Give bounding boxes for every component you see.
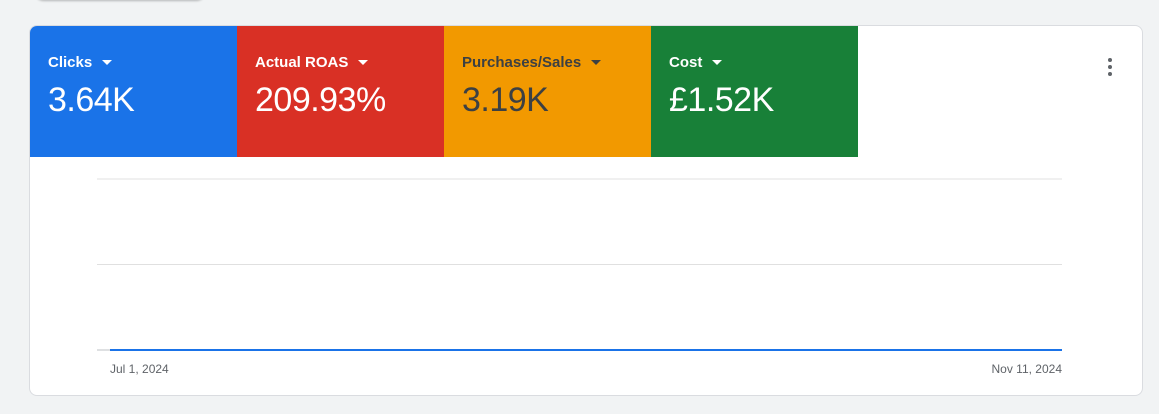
metric-value: £1.52K	[669, 81, 774, 119]
chart-grid	[97, 178, 1062, 351]
metric-value: 3.19K	[462, 81, 549, 119]
metric-tile-cost[interactable]: Cost £1.52K	[651, 26, 858, 157]
metric-tiles: Clicks 3.64K Actual ROAS 209.93% Purchas…	[30, 26, 858, 157]
x-tick-label-start: Jul 1, 2024	[110, 362, 169, 376]
caret-down-icon[interactable]	[712, 60, 723, 65]
metric-value: 209.93%	[255, 81, 386, 119]
metric-label: Purchases/Sales	[462, 54, 582, 71]
caret-down-icon[interactable]	[102, 60, 113, 65]
metric-label: Clicks	[48, 54, 93, 71]
metric-tile-actual-roas[interactable]: Actual ROAS 209.93%	[237, 26, 444, 157]
metric-label: Cost	[669, 54, 703, 71]
metric-tile-clicks[interactable]: Clicks 3.64K	[30, 26, 237, 157]
more-vert-icon[interactable]	[1100, 56, 1120, 78]
metric-value: 3.64K	[48, 81, 135, 119]
caret-down-icon[interactable]	[591, 60, 602, 65]
x-tick-label-end: Nov 11, 2024	[992, 362, 1063, 376]
metric-tile-purchases-sales[interactable]: Purchases/Sales 3.19K	[444, 26, 651, 157]
line-chart: Jul 1, 2024 Nov 11, 2024	[97, 178, 1063, 376]
metric-label: Actual ROAS	[255, 54, 349, 71]
caret-down-icon[interactable]	[358, 60, 369, 65]
performance-card: Clicks 3.64K Actual ROAS 209.93% Purchas…	[29, 25, 1143, 396]
